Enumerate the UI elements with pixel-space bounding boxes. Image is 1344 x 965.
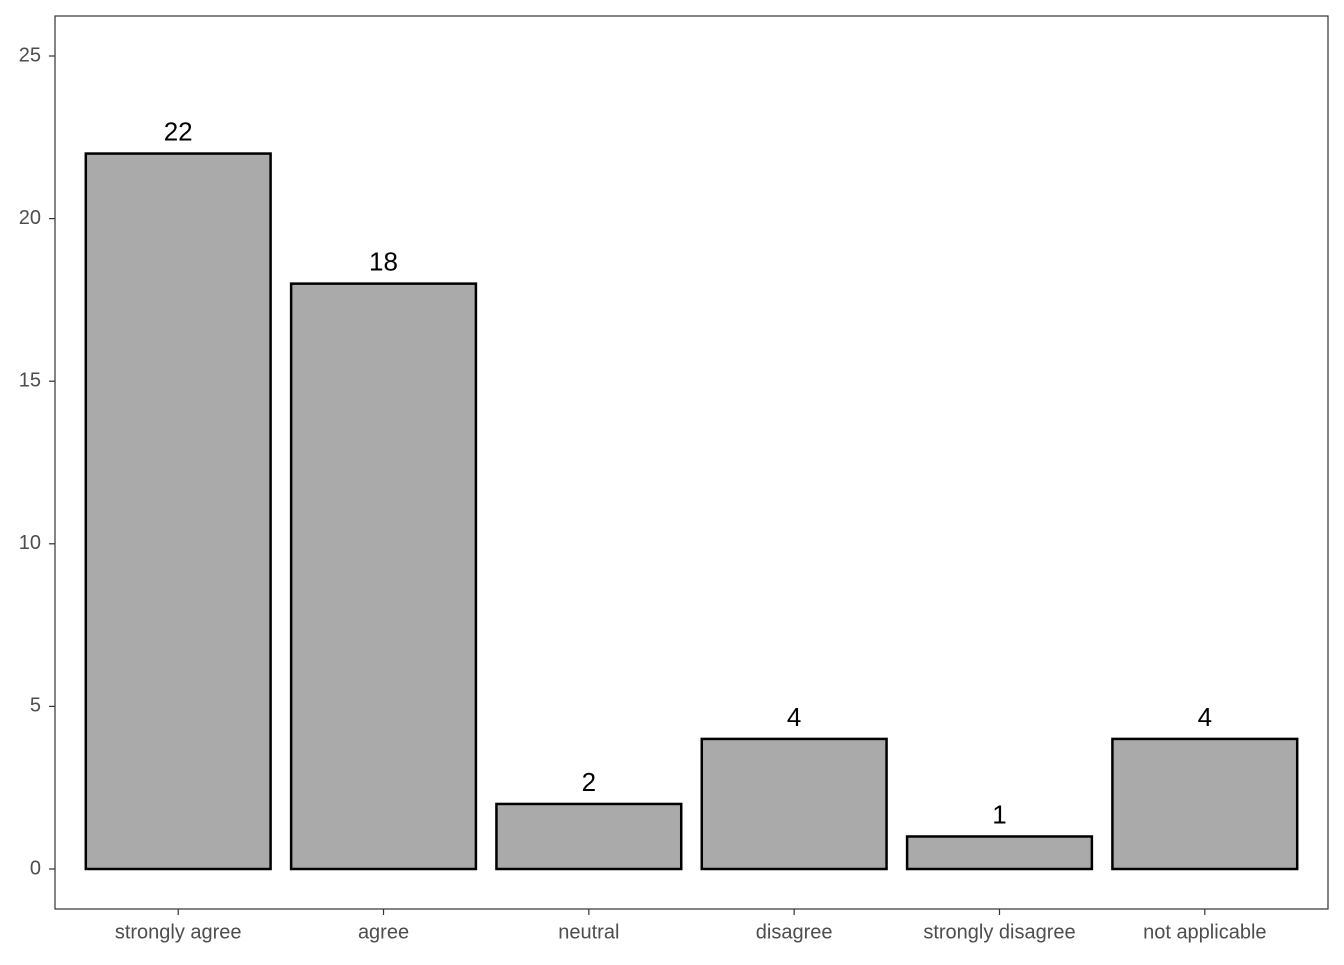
value-label: 22	[164, 116, 193, 146]
y-tick-label: 5	[30, 695, 41, 717]
value-label: 4	[787, 702, 801, 732]
y-tick-label: 10	[19, 532, 41, 554]
bar	[700, 737, 888, 871]
bar	[289, 282, 478, 871]
x-tick-label: agree	[358, 921, 409, 943]
x-tick-label: neutral	[558, 921, 619, 943]
value-label: 18	[369, 247, 398, 277]
y-tick-label: 25	[19, 44, 41, 66]
x-tick-label: not applicable	[1143, 921, 1266, 943]
y-tick-label: 15	[19, 369, 41, 391]
bar	[495, 802, 683, 871]
value-label: 2	[582, 767, 596, 797]
x-tick-label: strongly agree	[115, 921, 242, 943]
bar	[84, 152, 272, 871]
x-tick-label: strongly disagree	[923, 921, 1075, 943]
y-tick-label: 0	[30, 857, 41, 879]
bar	[905, 835, 1094, 871]
value-label: 1	[992, 799, 1006, 829]
bar	[1111, 737, 1299, 871]
value-label: 4	[1198, 702, 1212, 732]
y-tick-label: 20	[19, 207, 41, 229]
x-tick-label: disagree	[756, 921, 833, 943]
